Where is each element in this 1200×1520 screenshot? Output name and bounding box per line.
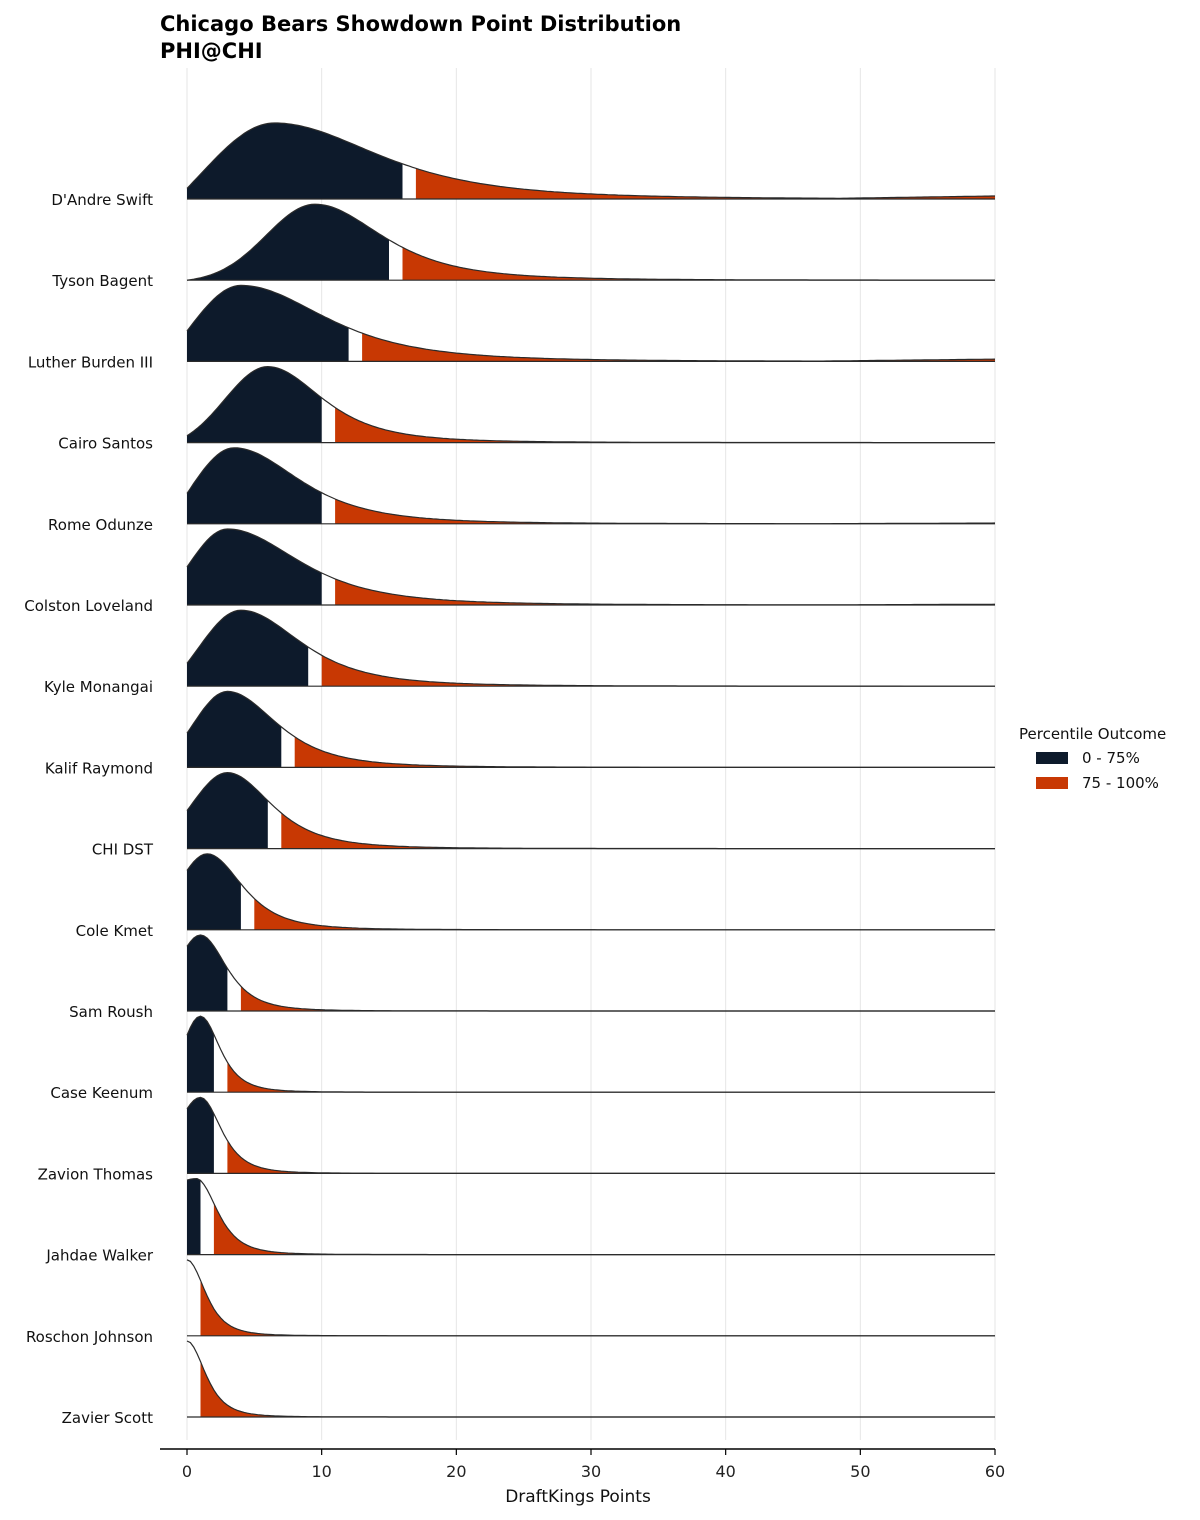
ridge-area-high — [254, 898, 996, 930]
x-tick-label: 10 — [311, 1462, 331, 1481]
ridge-area-low — [187, 447, 322, 524]
x-tick-label: 30 — [581, 1462, 601, 1481]
ridge-series — [186, 690, 995, 769]
player-label: Cairo Santos — [58, 435, 153, 453]
ridge-area-high — [415, 168, 995, 199]
ridge-area-low — [187, 935, 228, 1011]
ridge-area-high — [281, 813, 995, 849]
ridge-area-high — [227, 1140, 995, 1174]
ridge-area-low — [187, 529, 322, 605]
player-label: Sam Roush — [69, 1003, 153, 1021]
ridge-series — [186, 528, 996, 606]
ridge-area-low — [187, 610, 309, 687]
ridge-area-low — [187, 285, 349, 362]
ridge-area-low — [187, 691, 282, 768]
ridge-area-high — [294, 736, 995, 768]
ridgelines — [186, 122, 996, 1418]
ridge-area-low — [187, 1097, 214, 1174]
ridge-area-high — [227, 1062, 995, 1093]
player-label: Zavion Thomas — [38, 1165, 154, 1183]
ridge-series — [186, 609, 995, 687]
player-label: Colston Loveland — [24, 597, 153, 615]
x-axis: DraftKings Points 0 10 20 30 40 50 60 — [160, 1448, 1005, 1507]
ridge-series — [186, 853, 996, 931]
ridge-area-high — [240, 986, 995, 1011]
legend: Percentile Outcome 0 - 75% 75 - 100% — [1019, 725, 1166, 792]
x-axis-title: DraftKings Points — [505, 1487, 651, 1507]
ridge-area-high — [321, 655, 995, 687]
ridge-area-low — [187, 366, 322, 443]
ridge-area-high — [200, 1361, 995, 1417]
player-label: Roschon Johnson — [26, 1328, 153, 1346]
ridge-area-high — [200, 1280, 995, 1336]
x-tick-label: 50 — [850, 1462, 870, 1481]
chart-title: Chicago Bears Showdown Point Distributio… — [160, 12, 681, 36]
player-label: D'Andre Swift — [51, 191, 153, 209]
legend-label: 75 - 100% — [1082, 774, 1159, 792]
player-label: Jahdae Walker — [45, 1247, 153, 1265]
ridge-area-low — [187, 1178, 201, 1255]
ridge-area-low — [187, 853, 241, 930]
ridge-series — [186, 771, 995, 850]
legend-swatch — [1036, 752, 1068, 764]
x-tick-label: 0 — [182, 1462, 192, 1481]
legend-swatch — [1036, 777, 1068, 789]
player-label: Case Keenum — [50, 1084, 153, 1102]
player-label: Tyson Bagent — [51, 272, 153, 290]
ridge-area-low — [187, 1016, 214, 1093]
player-label: Luther Burden III — [28, 353, 153, 371]
chart-subtitle: PHI@CHI — [160, 39, 263, 63]
ridge-series — [186, 365, 996, 444]
ridge-area-low — [187, 772, 268, 849]
ridge-area-high — [402, 247, 995, 281]
ridge-area-high — [335, 407, 996, 443]
legend-label: 0 - 75% — [1082, 749, 1140, 767]
ridge-area-high — [213, 1203, 995, 1255]
ridge-area-low — [187, 123, 403, 199]
player-label: Rome Odunze — [48, 516, 153, 534]
player-label: Cole Kmet — [76, 922, 153, 940]
ridge-outline — [186, 284, 996, 362]
ridge-series — [186, 447, 996, 525]
ridge-series — [186, 122, 995, 200]
ridge-series — [186, 203, 995, 281]
ridge-area-high — [362, 333, 996, 362]
ridge-series — [186, 934, 995, 1012]
ridge-series — [186, 284, 996, 362]
ridge-outline — [186, 122, 995, 199]
ridge-series — [186, 1259, 995, 1337]
ridge-area-high — [335, 578, 996, 605]
legend-title: Percentile Outcome — [1019, 725, 1166, 743]
ridge-series — [186, 1015, 995, 1093]
ridge-series — [186, 1340, 995, 1418]
player-label: Zavier Scott — [62, 1409, 154, 1427]
player-label: Kalif Raymond — [45, 759, 153, 777]
player-labels: D'Andre Swift Tyson Bagent Luther Burden I… — [24, 191, 154, 1427]
ridge-area-high — [335, 499, 996, 524]
ridge-series — [186, 1177, 995, 1256]
ridge-series — [186, 1096, 995, 1175]
x-tick-label: 60 — [985, 1462, 1005, 1481]
x-tick-label: 20 — [446, 1462, 466, 1481]
player-label: Kyle Monangai — [44, 678, 153, 696]
x-tick-label: 40 — [715, 1462, 735, 1481]
gridlines — [186, 68, 996, 1440]
player-label: CHI DST — [92, 841, 154, 859]
